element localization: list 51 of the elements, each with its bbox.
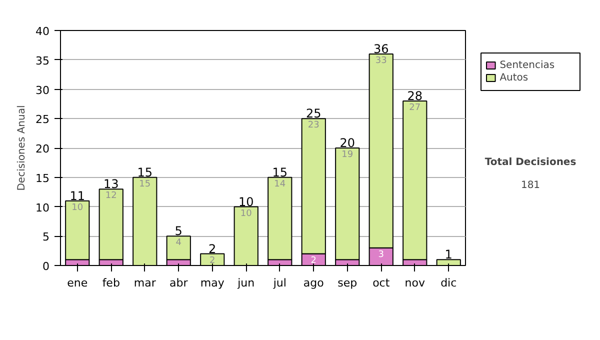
y-tick-label: 25 [36,113,50,126]
x-tick-label: oct [372,276,390,290]
y-tick-label: 5 [42,230,50,244]
x-tick-label: dic [440,276,457,290]
total-label: 2 [208,242,216,256]
y-axis-title: Decisiones Anual [16,105,28,191]
legend-label: Autos [500,72,528,84]
x-tick-label: abr [170,276,188,290]
data-label: 19 [342,150,354,160]
total-label: 15 [137,165,153,180]
data-label: 3 [378,250,384,260]
y-tick-label: 0 [42,260,50,273]
data-label: 15 [139,179,151,190]
data-label: 2 [310,256,316,266]
data-label: 2 [210,256,216,266]
total-label: 36 [373,42,389,56]
y-tick-label: 20 [36,142,50,156]
data-label: 4 [176,238,182,248]
data-label: 10 [72,202,84,213]
y-tick-label: 10 [36,201,50,214]
y-tick-label: 40 [36,25,50,38]
total-label: 25 [306,106,322,121]
x-tick-label: jun [236,276,255,290]
data-label: 33 [375,56,387,66]
total-label: 11 [70,188,86,203]
x-tick-label: sep [338,276,358,290]
total-label: 1 [444,248,452,262]
data-label: 14 [274,179,286,190]
total-label: 15 [272,165,288,180]
x-tick-label: may [200,276,225,290]
x-tick-label: feb [102,276,120,290]
x-tick-label: ago [303,276,324,290]
x-tick-label: nov [404,276,426,290]
total-label: 5 [174,224,182,238]
data-label: 27 [409,103,421,113]
total-label: 10 [238,194,254,209]
x-tick-label: jul [272,276,286,290]
x-tick-label: mar [134,276,156,290]
text: Total Decisiones [484,157,576,168]
data-label: 23 [308,120,320,131]
total-label: 20 [340,136,356,150]
total-label: 28 [407,89,423,103]
data-label: 12 [105,191,117,202]
text: 181 [520,180,540,191]
y-tick-label: 15 [36,172,50,185]
total-label: 13 [103,177,119,192]
y-tick-label: 35 [36,54,50,68]
y-tick-label: 30 [36,84,50,97]
legend-label: Sentencias [500,60,555,71]
data-label: 10 [240,208,252,219]
x-tick-label: ene [67,276,88,290]
